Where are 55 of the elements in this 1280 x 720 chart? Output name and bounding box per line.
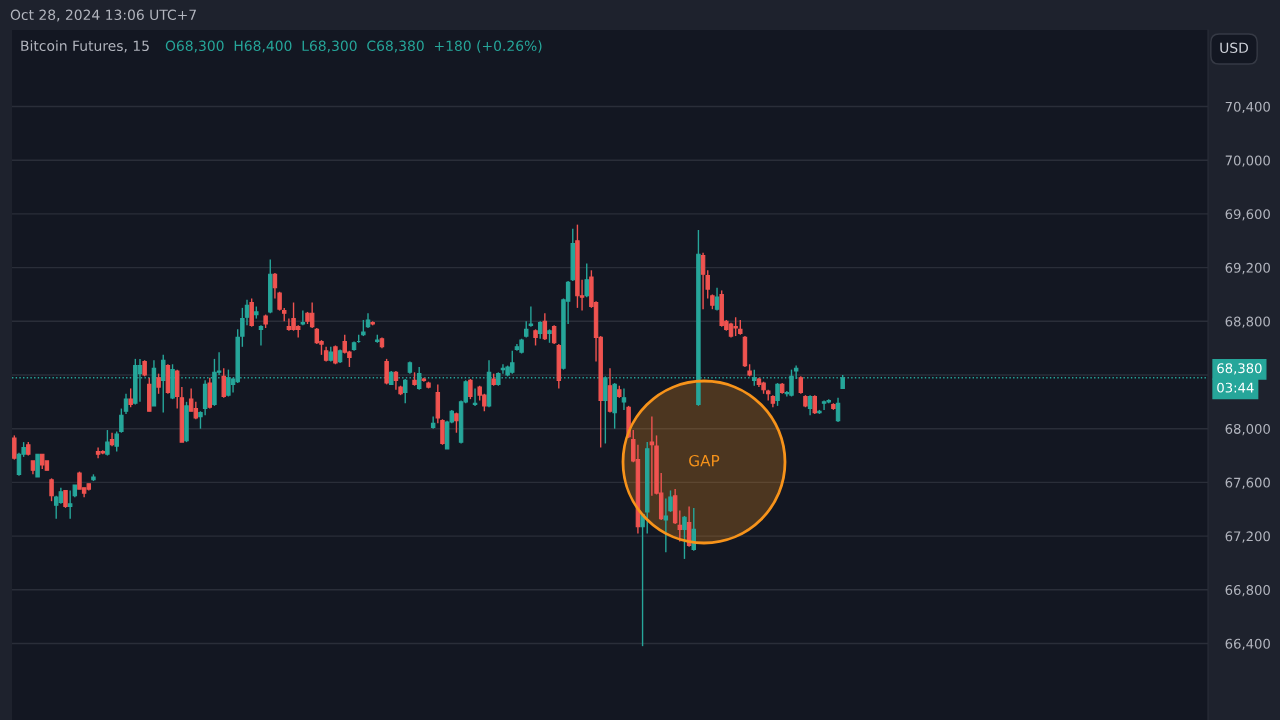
candlestick xyxy=(663,497,669,553)
candlestick xyxy=(682,515,687,560)
candlestick xyxy=(105,429,110,457)
candlestick xyxy=(249,297,254,328)
candlestick xyxy=(123,393,129,415)
candlestick xyxy=(156,372,161,395)
candlestick xyxy=(221,367,226,399)
y-tick-label: 66,800 xyxy=(1225,585,1270,597)
candlestick xyxy=(640,512,645,647)
candlestick xyxy=(300,309,306,327)
candlestick xyxy=(812,394,817,415)
candlestick xyxy=(584,262,589,298)
candlestick xyxy=(416,366,422,391)
y-tick-label: 69,200 xyxy=(1225,262,1270,275)
candlestick xyxy=(621,387,627,411)
candlestick xyxy=(161,354,166,414)
candlestick xyxy=(12,434,17,461)
text: Bitcoin Futures, 15 xyxy=(21,40,149,53)
y-tick-label: 68,800 xyxy=(1225,316,1270,328)
candlestick xyxy=(95,446,101,459)
candlestick xyxy=(119,407,124,434)
candlestick xyxy=(114,430,119,453)
y-tick-label: 66,400 xyxy=(1225,638,1270,651)
candlestick xyxy=(403,378,408,404)
candlestick xyxy=(35,453,40,478)
y-tick-label: 68,000 xyxy=(1225,423,1270,436)
candlestick xyxy=(821,399,827,411)
candlestick xyxy=(691,507,696,552)
candlestick xyxy=(384,358,389,386)
candlestick xyxy=(733,316,738,337)
candlestick xyxy=(789,368,794,398)
text: O68,300 H68,400 L68,300 C68,380 +180 (+0.26%) xyxy=(165,40,542,53)
candlestick xyxy=(468,378,473,400)
candlestick xyxy=(528,305,534,328)
text: 03:44 xyxy=(1217,382,1254,393)
y-axis-title: USD xyxy=(1220,42,1249,54)
candlestick xyxy=(649,415,655,497)
y-tick-label: 70,000 xyxy=(1225,155,1270,167)
candlestick xyxy=(700,252,706,310)
y-tick-label: 67,600 xyxy=(1225,477,1270,489)
y-tick-label: 69,600 xyxy=(1225,209,1270,221)
candlestick xyxy=(258,324,264,347)
annotation: GAP xyxy=(689,454,720,467)
candlestick xyxy=(128,387,133,408)
candlestick xyxy=(775,382,780,407)
y-tick-label: 67,200 xyxy=(1225,531,1270,543)
candlestick xyxy=(807,394,813,416)
ref-line-label: 68,380 xyxy=(1217,363,1262,375)
candlestick xyxy=(226,368,231,398)
candlestick xyxy=(714,287,720,312)
candlestick xyxy=(286,317,292,332)
text: Oct 28, 2024 13:06 UTC+7 xyxy=(10,9,196,22)
y-tick-label: 70,400 xyxy=(1225,101,1270,114)
candlestick xyxy=(49,477,54,502)
candlestick xyxy=(393,370,399,391)
